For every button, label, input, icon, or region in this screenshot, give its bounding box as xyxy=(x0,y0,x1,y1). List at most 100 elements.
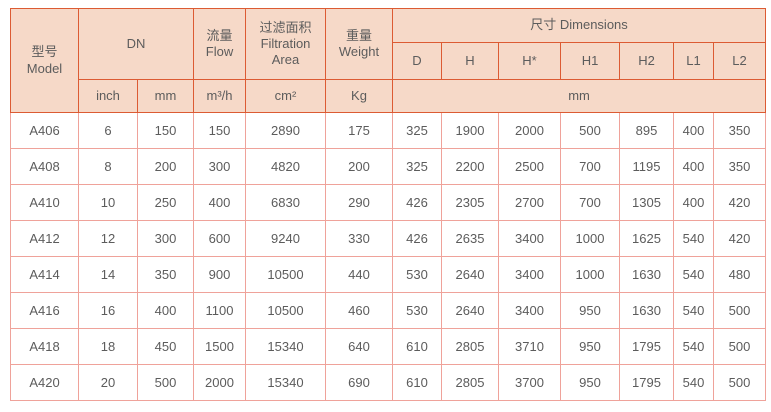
header-dim-hstar: H* xyxy=(498,42,561,80)
header-weight: 重量 Weight xyxy=(325,8,393,80)
value-cell: 540 xyxy=(673,256,714,293)
value-cell: 350 xyxy=(712,148,767,185)
header-model-en: Model xyxy=(26,60,63,76)
value-cell: 700 xyxy=(560,148,620,185)
value-cell: 540 xyxy=(673,364,714,401)
value-cell: 18 xyxy=(78,328,138,365)
value-cell: 20 xyxy=(78,364,138,401)
value-cell: 150 xyxy=(193,112,246,149)
header-model-zh: 型号 xyxy=(31,44,58,60)
value-cell: 480 xyxy=(712,256,767,293)
table-row: A408 8 200 300 4820 200 325 2200 2500 700 1195 400 3… xyxy=(10,148,767,185)
unit-flow: m³/h xyxy=(193,79,246,113)
value-cell: 1500 xyxy=(193,328,246,365)
header-filtration-en2: Area xyxy=(271,52,300,68)
value-cell: 426 xyxy=(392,220,442,257)
header-weight-en: Weight xyxy=(338,44,380,59)
value-cell: 1195 xyxy=(619,148,674,185)
value-cell: 690 xyxy=(325,364,393,401)
value-cell: 420 xyxy=(712,184,767,221)
value-cell: 640 xyxy=(325,328,393,365)
value-cell: 950 xyxy=(560,364,620,401)
model-cell: A418 xyxy=(10,328,79,365)
value-cell: 530 xyxy=(392,256,442,293)
value-cell: 400 xyxy=(673,148,714,185)
value-cell: 4820 xyxy=(245,148,326,185)
unit-area: cm² xyxy=(245,79,326,113)
value-cell: 2640 xyxy=(441,256,499,293)
value-cell: 610 xyxy=(392,328,442,365)
header-flow-zh: 流量 xyxy=(206,27,233,43)
value-cell: 1630 xyxy=(619,292,674,329)
header-row-1: 型号 Model DN 流量 Flow 过滤面积 Filtration Area… xyxy=(10,8,767,113)
table-row: A412 12 300 600 9240 330 426 2635 3400 1000 1625 54… xyxy=(10,220,767,257)
value-cell: 6 xyxy=(78,112,138,149)
header-dim-h1: H1 xyxy=(560,42,620,80)
value-cell: 9240 xyxy=(245,220,326,257)
value-cell: 1900 xyxy=(441,112,499,149)
table-row: A406 6 150 150 2890 175 325 1900 2000 500 895 400 35… xyxy=(10,112,767,149)
value-cell: 600 xyxy=(193,220,246,257)
value-cell: 426 xyxy=(392,184,442,221)
value-cell: 530 xyxy=(392,292,442,329)
value-cell: 2305 xyxy=(441,184,499,221)
value-cell: 540 xyxy=(673,220,714,257)
value-cell: 500 xyxy=(712,292,767,329)
value-cell: 500 xyxy=(137,364,194,401)
value-cell: 8 xyxy=(78,148,138,185)
header-filtration-area: 过滤面积 Filtration Area xyxy=(245,8,326,80)
value-cell: 2635 xyxy=(441,220,499,257)
value-cell: 400 xyxy=(673,184,714,221)
table-row: A418 18 450 1500 15340 640 610 2805 3710 950 1795 5… xyxy=(10,328,767,365)
value-cell: 14 xyxy=(78,256,138,293)
value-cell: 2000 xyxy=(498,112,561,149)
model-cell: A412 xyxy=(10,220,79,257)
value-cell: 330 xyxy=(325,220,393,257)
value-cell: 2200 xyxy=(441,148,499,185)
value-cell: 460 xyxy=(325,292,393,329)
table-body: A406 6 150 150 2890 175 325 1900 2000 500 895 400 35… xyxy=(10,112,767,401)
value-cell: 2805 xyxy=(441,364,499,401)
value-cell: 12 xyxy=(78,220,138,257)
value-cell: 500 xyxy=(712,364,767,401)
value-cell: 950 xyxy=(560,328,620,365)
header-filtration-en1: Filtration xyxy=(260,35,311,51)
value-cell: 200 xyxy=(137,148,194,185)
value-cell: 2890 xyxy=(245,112,326,149)
header-weight-zh: 重量 xyxy=(345,27,372,43)
value-cell: 3700 xyxy=(498,364,561,401)
value-cell: 400 xyxy=(673,112,714,149)
header-flow: 流量 Flow xyxy=(193,8,246,80)
value-cell: 500 xyxy=(560,112,620,149)
value-cell: 895 xyxy=(619,112,674,149)
header-row-2: D H H* H1 H2 L1 L2 xyxy=(11,42,767,80)
unit-mm: mm xyxy=(137,79,194,113)
value-cell: 1630 xyxy=(619,256,674,293)
value-cell: 325 xyxy=(392,112,442,149)
value-cell: 3400 xyxy=(498,292,561,329)
value-cell: 350 xyxy=(712,112,767,149)
value-cell: 2805 xyxy=(441,328,499,365)
value-cell: 400 xyxy=(193,184,246,221)
header-dim-l2: L2 xyxy=(712,42,767,80)
header-dim-h2: H2 xyxy=(619,42,674,80)
value-cell: 3400 xyxy=(498,220,561,257)
value-cell: 300 xyxy=(193,148,246,185)
value-cell: 2640 xyxy=(441,292,499,329)
value-cell: 450 xyxy=(137,328,194,365)
value-cell: 2500 xyxy=(498,148,561,185)
header-dim-l1: L1 xyxy=(673,42,714,80)
header-row-3: inch mm m³/h cm² Kg mm xyxy=(11,79,767,113)
value-cell: 15340 xyxy=(245,328,326,365)
header-model: 型号 Model xyxy=(10,8,79,113)
value-cell: 6830 xyxy=(245,184,326,221)
value-cell: 3710 xyxy=(498,328,561,365)
value-cell: 300 xyxy=(137,220,194,257)
value-cell: 1305 xyxy=(619,184,674,221)
unit-weight: Kg xyxy=(325,79,393,113)
value-cell: 1000 xyxy=(560,220,620,257)
table-row: A416 16 400 1100 10500 460 530 2640 3400 950 1630 5… xyxy=(10,292,767,329)
value-cell: 540 xyxy=(673,292,714,329)
table-row: A420 20 500 2000 15340 690 610 2805 3700 950 1795 5… xyxy=(10,364,767,401)
value-cell: 3400 xyxy=(498,256,561,293)
